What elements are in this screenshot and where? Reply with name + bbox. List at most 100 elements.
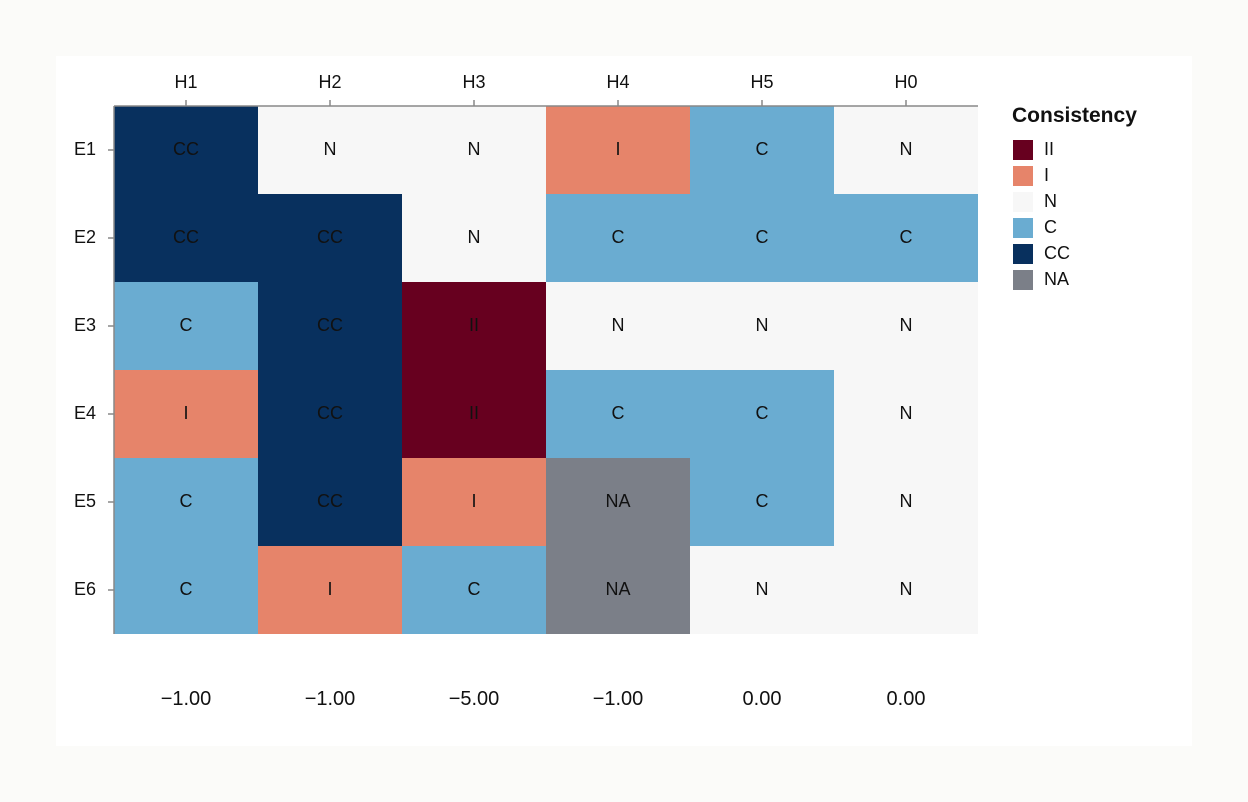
cell-label: N (467, 227, 481, 247)
heatmap-cell (114, 370, 258, 458)
heatmap-cell (690, 546, 834, 634)
heatmap-cell (402, 106, 546, 194)
column-label: H5 (750, 72, 774, 92)
heatmap-cell (690, 106, 834, 194)
heatmap-cell (834, 106, 978, 194)
heatmap-cell (258, 370, 402, 458)
cell-label: I (615, 139, 621, 159)
cell-label: NA (605, 491, 631, 511)
cell-label: N (899, 403, 913, 423)
cell-label: CC (317, 227, 343, 247)
legend-swatch (1013, 166, 1033, 186)
column-label: H3 (462, 72, 486, 92)
cell-label: CC (317, 403, 343, 423)
heatmap-cell (834, 370, 978, 458)
legend-swatch (1013, 270, 1033, 290)
heatmap-cell (546, 106, 690, 194)
legend-label: II (1044, 139, 1055, 159)
row-label: E1 (73, 139, 96, 159)
cell-label: C (755, 227, 769, 247)
heatmap-cell (690, 458, 834, 546)
cell-label: N (899, 491, 913, 511)
heatmap-cell (114, 546, 258, 634)
legend-title: Consistency (1012, 104, 1137, 127)
heatmap-cell (258, 546, 402, 634)
cell-label: NA (605, 579, 631, 599)
legend-label: I (1044, 165, 1050, 185)
legend-swatch (1013, 140, 1033, 160)
cell-label: CC (317, 491, 343, 511)
heatmap-cell (114, 458, 258, 546)
cell-label: N (899, 139, 913, 159)
row-label: E3 (73, 315, 96, 335)
heatmap-cell (402, 458, 546, 546)
cell-label: C (179, 579, 193, 599)
heatmap-cell (690, 370, 834, 458)
heatmap-cell (402, 546, 546, 634)
legend-label: NA (1044, 269, 1070, 289)
cell-label: N (899, 579, 913, 599)
cell-label: N (467, 139, 481, 159)
heatmap-cell (834, 282, 978, 370)
legend-swatch (1013, 244, 1033, 264)
cell-label: C (611, 403, 625, 423)
heatmap-cell (258, 282, 402, 370)
heatmap-cell (402, 282, 546, 370)
cell-label: I (327, 579, 333, 599)
heatmap-cell (834, 194, 978, 282)
heatmap-cell (690, 282, 834, 370)
heatmap-cell (258, 458, 402, 546)
column-label: H4 (606, 72, 630, 92)
legend-swatch (1013, 192, 1033, 212)
cell-label: N (899, 315, 913, 335)
row-label: E5 (73, 491, 96, 511)
heatmap-cell (546, 546, 690, 634)
column-label: H1 (174, 72, 198, 92)
legend-label: N (1044, 191, 1057, 211)
cell-label: II (468, 315, 479, 335)
legend-label: CC (1044, 243, 1070, 263)
cell-label: N (323, 139, 337, 159)
heatmap-chart (108, 100, 978, 634)
heatmap-cell (402, 370, 546, 458)
row-label: E6 (73, 579, 96, 599)
heatmap-cell (114, 282, 258, 370)
column-score: −1.00 (160, 688, 212, 710)
column-score: −5.00 (448, 688, 500, 710)
column-score: 0.00 (886, 688, 926, 710)
row-label: E4 (73, 403, 96, 423)
heatmap-cell (834, 458, 978, 546)
cell-label: C (755, 139, 769, 159)
cell-label: C (467, 579, 481, 599)
column-score: −1.00 (304, 688, 356, 710)
heatmap-cell (546, 458, 690, 546)
row-label: E2 (73, 227, 96, 247)
cell-label: N (611, 315, 625, 335)
column-score: 0.00 (742, 688, 782, 710)
cell-label: I (471, 491, 477, 511)
cell-label: CC (173, 227, 199, 247)
cell-label: C (755, 491, 769, 511)
column-label: H2 (318, 72, 342, 92)
heatmap-cell (546, 370, 690, 458)
cell-label: I (183, 403, 189, 423)
heatmap-cell (402, 194, 546, 282)
column-label: H0 (894, 72, 918, 92)
cell-label: C (755, 403, 769, 423)
heatmap-cell (258, 106, 402, 194)
cell-label: C (179, 315, 193, 335)
cell-label: C (611, 227, 625, 247)
heatmap-cell (258, 194, 402, 282)
heatmap-cell (546, 282, 690, 370)
cell-label: CC (173, 139, 199, 159)
cell-label: C (179, 491, 193, 511)
heatmap-cell (114, 106, 258, 194)
cell-label: N (755, 579, 769, 599)
chart-panel: CC N N I C N CC CC N C C C C CC II N N N I CC II C C N C CC I NA C N C… (56, 56, 1192, 746)
cell-label: C (899, 227, 913, 247)
cell-label: CC (317, 315, 343, 335)
cell-label: N (755, 315, 769, 335)
heatmap-cell (834, 546, 978, 634)
column-score: −1.00 (592, 688, 644, 710)
heatmap-cell (690, 194, 834, 282)
